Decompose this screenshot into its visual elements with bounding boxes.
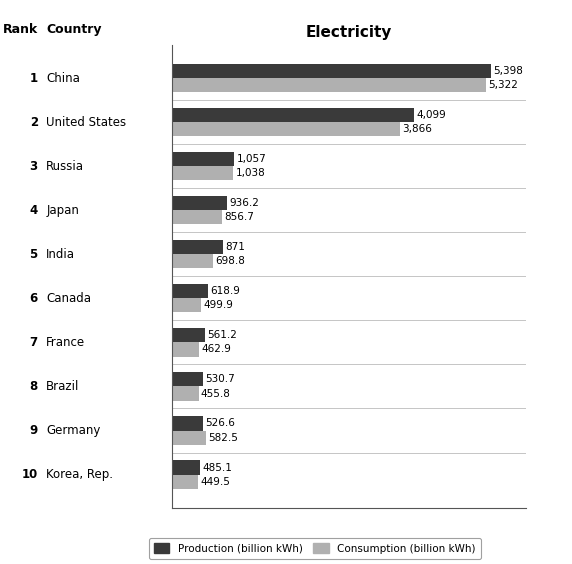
Bar [172,166,233,180]
Text: 5,322: 5,322 [488,80,518,90]
Bar [172,298,201,312]
Bar [172,460,200,474]
Text: 1: 1 [30,72,38,85]
Text: 856.7: 856.7 [225,212,255,222]
Legend: Production (billion kWh), Consumption (billion kWh): Production (billion kWh), Consumption (b… [149,538,480,559]
Text: United States: United States [46,116,126,129]
Text: 8: 8 [30,380,38,393]
Text: 485.1: 485.1 [202,462,232,473]
Text: China: China [46,72,80,85]
Text: 530.7: 530.7 [205,374,235,385]
Text: 9: 9 [30,424,38,437]
Bar [172,474,198,488]
Text: 698.8: 698.8 [215,257,245,266]
Text: 462.9: 462.9 [201,345,231,355]
Text: India: India [46,248,76,261]
Text: 936.2: 936.2 [229,198,259,208]
Text: 10: 10 [22,468,38,481]
Text: Rank: Rank [2,23,38,36]
Bar [172,342,199,356]
Text: 3,866: 3,866 [403,124,432,134]
Text: 2: 2 [30,116,38,129]
Bar [172,122,400,136]
Text: Korea, Rep.: Korea, Rep. [46,468,113,481]
Text: 618.9: 618.9 [210,287,240,296]
Bar [172,152,234,166]
Bar [172,196,227,210]
Text: 5: 5 [30,248,38,261]
Text: 6: 6 [30,292,38,305]
Text: Japan: Japan [46,204,79,217]
Bar [172,430,206,444]
Text: Germany: Germany [46,424,101,437]
Text: 561.2: 561.2 [207,331,237,341]
Text: 871: 871 [225,243,245,252]
Text: 5,398: 5,398 [493,66,523,76]
Bar [172,210,223,224]
Text: 582.5: 582.5 [208,433,239,443]
Bar [172,78,486,92]
Bar [172,416,202,430]
Text: 7: 7 [30,336,38,349]
Bar [172,108,414,122]
Text: 1,038: 1,038 [235,168,265,178]
Bar [172,64,491,78]
Text: 526.6: 526.6 [205,418,235,429]
Text: 499.9: 499.9 [204,301,233,310]
Bar [172,386,198,400]
Text: Brazil: Brazil [46,380,80,393]
Text: 455.8: 455.8 [201,389,231,399]
Text: Country: Country [46,23,102,36]
Text: 449.5: 449.5 [201,477,231,487]
Bar [172,254,213,268]
Text: Canada: Canada [46,292,92,305]
Bar [172,372,203,386]
Text: 1,057: 1,057 [236,154,266,164]
Bar [172,328,205,342]
Title: Electricity: Electricity [305,25,392,40]
Text: Russia: Russia [46,160,84,173]
Text: 4: 4 [30,204,38,217]
Text: 4,099: 4,099 [416,110,446,120]
Text: France: France [46,336,85,349]
Bar [172,284,208,298]
Text: 3: 3 [30,160,38,173]
Bar [172,240,223,254]
